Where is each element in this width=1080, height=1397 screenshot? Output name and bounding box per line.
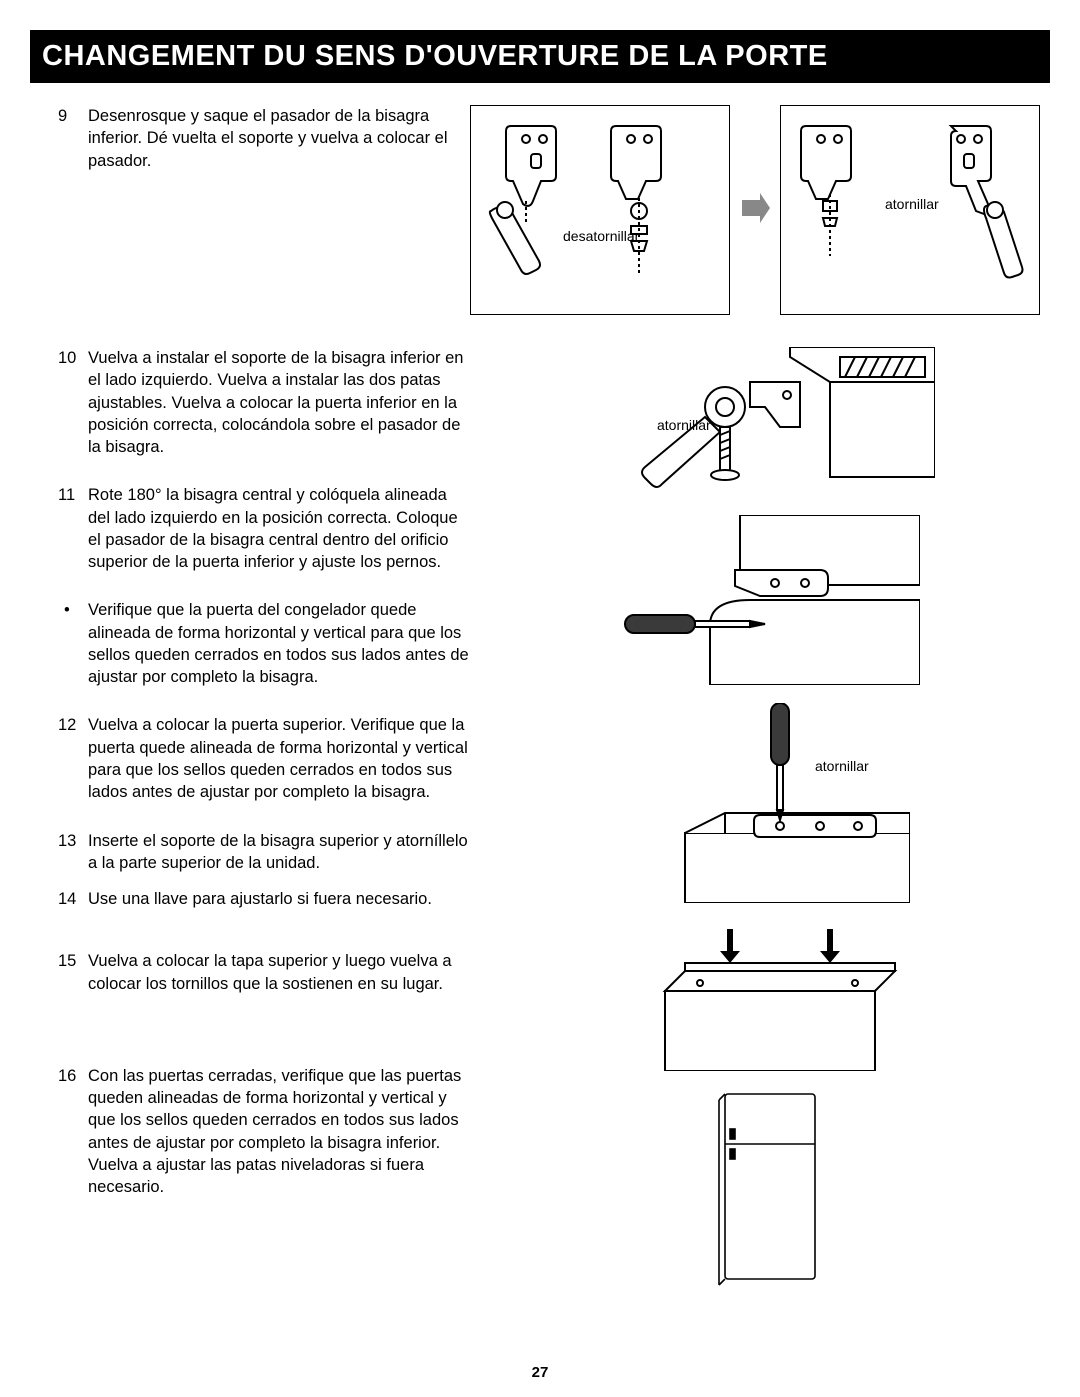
step-bullet: • Verifique que la puerta del congelador…: [58, 599, 470, 688]
step-number: 9: [58, 105, 88, 172]
hinge-unscrew-svg: [471, 106, 731, 316]
figure-step10: atornillar: [605, 347, 935, 497]
top-hinge-svg: [630, 703, 910, 903]
page-number: 27: [0, 1364, 1080, 1381]
step9-text-col: 9 Desenrosque y saque el pasador de la b…: [30, 105, 450, 335]
step-text: Vuelva a colocar la tapa superior y lueg…: [88, 950, 470, 995]
page-title: CHANGEMENT DU SENS D'OUVERTURE DE LA POR…: [30, 30, 1050, 83]
step-9: 9 Desenrosque y saque el pasador de la b…: [58, 105, 450, 172]
steps-col: 10 Vuelva a instalar el soporte de la bi…: [30, 347, 470, 1289]
step-text: Con las puertas cerradas, verifique que …: [88, 1065, 470, 1199]
step-number: 16: [58, 1065, 88, 1199]
step-number: 13: [58, 830, 88, 875]
step-text: Verifique que la puerta del congelador q…: [88, 599, 470, 688]
step-number: 15: [58, 950, 88, 995]
step9-row: 9 Desenrosque y saque el pasador de la b…: [30, 105, 1050, 335]
step-number: 10: [58, 347, 88, 458]
step-10: 10 Vuelva a instalar el soporte de la bi…: [58, 347, 470, 458]
step-text: Rote 180° la bisagra central y colóquela…: [88, 484, 470, 573]
step-text: Inserte el soporte de la bisagra superio…: [88, 830, 470, 875]
figure-step15: [630, 921, 910, 1071]
step-12: 12 Vuelva a colocar la puerta superior. …: [58, 714, 470, 803]
figures-col: atornillar: [490, 347, 1050, 1289]
step-14: 14 Use una llave para ajustarlo si fuera…: [58, 888, 470, 910]
figure-step11: [620, 515, 920, 685]
center-hinge-svg: [620, 515, 920, 685]
figure-screw: atornillar: [780, 105, 1040, 315]
main-row: 10 Vuelva a instalar el soporte de la bi…: [30, 347, 1050, 1289]
foot-install-svg: [605, 347, 935, 497]
label-screw-2: atornillar: [657, 417, 711, 433]
fridge-svg: [705, 1089, 835, 1289]
figure-unscrew: desatornillar: [470, 105, 730, 315]
step-text: Vuelva a colocar la puerta superior. Ver…: [88, 714, 470, 803]
step-16: 16 Con las puertas cerradas, verifique q…: [58, 1065, 470, 1199]
label-screw-3: atornillar: [815, 758, 869, 774]
label-unscrew: desatornillar: [563, 228, 639, 244]
page: CHANGEMENT DU SENS D'OUVERTURE DE LA POR…: [0, 0, 1080, 1397]
step-text: Desenrosque y saque el pasador de la bis…: [88, 105, 450, 172]
figure-step13: atornillar: [630, 703, 910, 903]
step-number: 14: [58, 888, 88, 910]
step-text: Use una llave para ajustarlo si fuera ne…: [88, 888, 470, 910]
label-screw-1: atornillar: [885, 196, 939, 212]
step-number: 11: [58, 484, 88, 573]
bullet-mark: •: [58, 599, 88, 688]
arrow-icon: [740, 105, 770, 315]
step-13: 13 Inserte el soporte de la bisagra supe…: [58, 830, 470, 875]
step-number: 12: [58, 714, 88, 803]
step-text: Vuelva a instalar el soporte de la bisag…: [88, 347, 470, 458]
step9-figures: desatornillar: [470, 105, 1050, 335]
figure-step16: [705, 1089, 835, 1289]
step-11: 11 Rote 180° la bisagra central y colóqu…: [58, 484, 470, 573]
top-cover-svg: [630, 921, 910, 1071]
step-15: 15 Vuelva a colocar la tapa superior y l…: [58, 950, 470, 995]
